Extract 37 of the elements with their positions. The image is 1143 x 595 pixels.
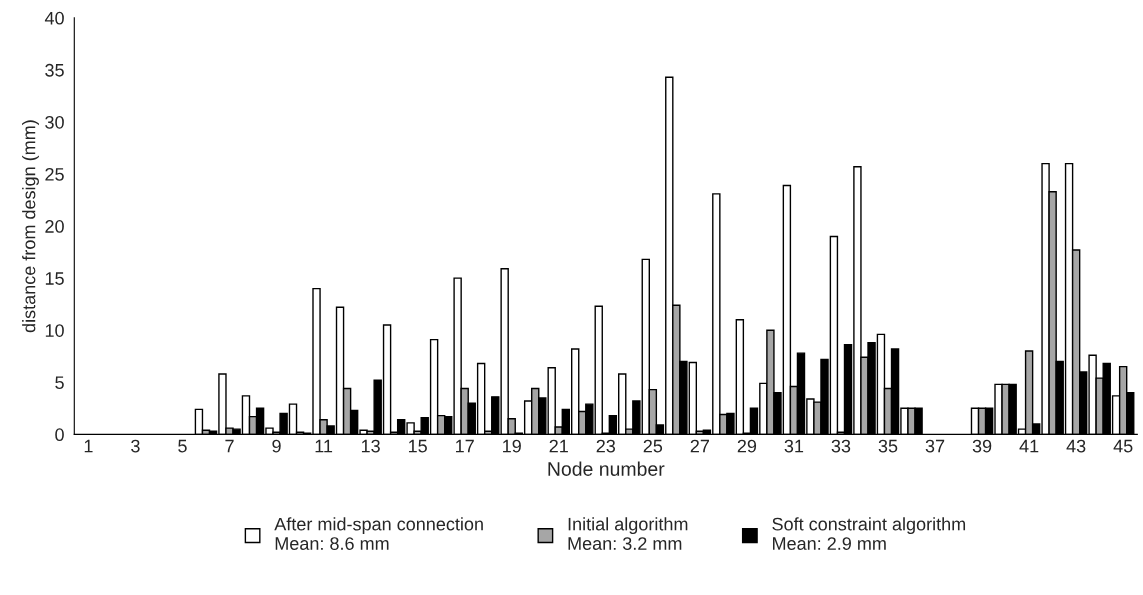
x-tick-label: 29	[737, 439, 757, 453]
x-tick-label: 15	[408, 439, 427, 453]
y-tick-label: 25	[45, 167, 64, 181]
x-tick-label: 41	[1019, 439, 1039, 453]
x-tick-label: 17	[456, 439, 474, 453]
x-tick-label: 5	[178, 439, 187, 453]
x-tick-label: 1	[84, 439, 93, 453]
x-tick-label: 21	[549, 439, 568, 453]
x-tick-label: 27	[690, 439, 709, 453]
x-tick-label: 19	[503, 439, 521, 453]
x-tick-label: 37	[925, 439, 945, 453]
x-tick-label: 11	[315, 439, 333, 453]
y-tick-label: 30	[45, 115, 64, 129]
y-tick-label: 35	[45, 63, 64, 77]
x-tick-label: 45	[1113, 439, 1133, 453]
x-tick-label: 3	[131, 439, 140, 453]
x-tick-label: 35	[878, 439, 898, 453]
x-tick-label: 43	[1066, 439, 1086, 453]
x-tick-label: 23	[596, 439, 616, 453]
x-tick-label: 9	[272, 439, 281, 453]
x-tick-label: 25	[643, 439, 663, 453]
x-tick-label: 13	[361, 439, 380, 453]
x-tick-label: 31	[784, 439, 804, 453]
x-tick-label: 7	[225, 439, 234, 453]
legend-label: After mid-span connection Mean: 8.6 mm	[274, 517, 483, 550]
y-axis-title: distance from design (mm)	[22, 120, 39, 333]
y-tick-label: 0	[55, 428, 64, 442]
x-tick-label: 33	[831, 439, 851, 453]
legend-label: Initial algorithm Mean: 3.2 mm	[568, 517, 688, 550]
x-axis-title: Node number	[548, 461, 665, 476]
legend-label: Soft constraint algorithm Mean: 2.9 mm	[772, 517, 966, 550]
y-tick-label: 10	[45, 324, 64, 337]
y-tick-label: 40	[44, 11, 64, 25]
x-tick-label: 39	[972, 439, 992, 453]
y-tick-label: 20	[45, 220, 64, 233]
y-tick-label: 15	[45, 272, 64, 285]
y-tick-label: 5	[55, 376, 64, 390]
